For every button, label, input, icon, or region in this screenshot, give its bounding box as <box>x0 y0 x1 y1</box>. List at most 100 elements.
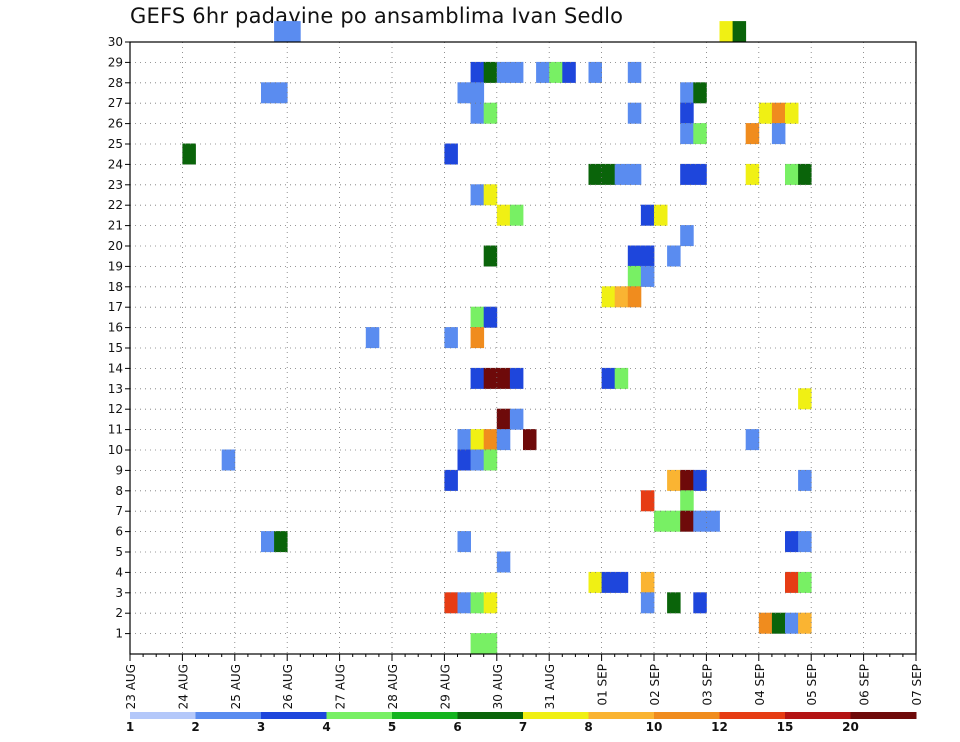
x-tick-label: 28 AUG <box>386 664 400 709</box>
precip-cell <box>470 429 485 451</box>
precip-cell <box>444 592 458 614</box>
x-tick-label: 27 AUG <box>334 664 348 709</box>
precip-cell <box>470 82 485 104</box>
y-tick-label: 20 <box>108 239 123 253</box>
precip-cell <box>745 123 760 145</box>
precip-cell <box>771 123 786 145</box>
precip-cell <box>614 367 629 389</box>
precip-cell <box>680 163 694 185</box>
plot-frame <box>129 41 917 655</box>
legend-swatch <box>850 712 917 719</box>
precip-cell <box>182 143 196 165</box>
precip-cell <box>745 429 760 451</box>
precip-cell <box>588 61 602 83</box>
legend-swatch <box>523 712 589 719</box>
precip-cell <box>601 286 616 308</box>
y-tick-label: 10 <box>108 443 123 457</box>
precip-cell <box>706 510 720 532</box>
x-tick-label: 29 AUG <box>438 664 452 709</box>
precip-cell <box>798 531 812 553</box>
precip-cell <box>798 612 812 634</box>
precip-cell <box>693 163 707 185</box>
cells-layer <box>182 21 812 655</box>
precip-cell <box>627 265 642 287</box>
precip-cell <box>693 592 707 614</box>
precip-cell <box>785 531 799 553</box>
legend-label: 1 <box>126 720 134 734</box>
precip-cell <box>483 429 498 451</box>
x-tick-label: 03 SEP <box>700 664 714 706</box>
legend-swatch <box>785 712 851 719</box>
precip-cell <box>261 531 275 553</box>
y-tick-label: 29 <box>108 55 123 69</box>
precip-cell <box>274 531 288 553</box>
y-tick-label: 9 <box>115 463 123 477</box>
precip-cell <box>758 612 773 634</box>
precip-cell <box>640 245 655 267</box>
legend-label: 15 <box>777 720 794 734</box>
precip-cell <box>798 571 812 593</box>
x-tick-label: 23 AUG <box>124 664 138 709</box>
legend-label: 5 <box>388 720 396 734</box>
precip-cell <box>680 469 694 491</box>
legend-swatch <box>719 712 786 719</box>
precip-cell <box>640 592 655 614</box>
precip-cell <box>798 388 812 410</box>
precip-cell <box>274 82 288 104</box>
precip-cell <box>680 510 694 532</box>
precip-cell <box>654 510 668 532</box>
precip-cell <box>483 449 498 471</box>
legend-swatch <box>457 712 524 719</box>
precip-cell <box>667 245 681 267</box>
precip-cell <box>588 571 602 593</box>
legend-swatch <box>654 712 720 719</box>
precip-cell <box>470 61 485 83</box>
precip-cell <box>732 21 747 43</box>
precip-cell <box>470 327 485 349</box>
precip-cell <box>470 184 485 206</box>
precip-cell <box>470 449 485 471</box>
y-tick-label: 2 <box>115 606 123 620</box>
y-tick-label: 11 <box>108 423 123 437</box>
precip-cell <box>601 367 616 389</box>
precip-cell <box>261 82 275 104</box>
legend-label: 6 <box>453 720 461 734</box>
precip-cell <box>771 102 786 124</box>
precip-cell <box>470 367 485 389</box>
x-tick-label: 02 SEP <box>648 664 662 706</box>
legend-swatch <box>326 712 393 719</box>
precip-cell <box>640 265 655 287</box>
precip-cell <box>654 204 668 226</box>
precip-cell <box>785 102 799 124</box>
x-tick-label: 07 SEP <box>910 664 924 706</box>
precip-cell <box>719 21 733 43</box>
precip-cell <box>483 592 498 614</box>
precip-cell <box>627 163 642 185</box>
precip-cell <box>680 102 694 124</box>
precip-cell <box>680 490 694 512</box>
y-tick-label: 1 <box>115 627 123 641</box>
precip-cell <box>680 225 694 247</box>
precip-cell <box>221 449 236 471</box>
precip-cell <box>680 123 694 145</box>
legend-label: 20 <box>842 720 859 734</box>
precip-cell <box>483 367 498 389</box>
color-legend: 1 2 3 4 5 6 7 8 10 12 15 20 <box>126 712 917 734</box>
precip-cell <box>667 510 681 532</box>
precip-cell <box>509 204 524 226</box>
precip-cell <box>496 408 511 430</box>
y-tick-label: 21 <box>108 219 123 233</box>
precip-cell <box>758 102 773 124</box>
precip-cell <box>483 184 498 206</box>
precip-cell <box>457 429 471 451</box>
y-tick-label: 3 <box>115 586 123 600</box>
y-tick-label: 16 <box>108 321 123 335</box>
precip-cell <box>496 429 511 451</box>
y-tick-label: 17 <box>108 300 123 314</box>
precip-cell <box>614 286 629 308</box>
precip-cell <box>667 469 681 491</box>
legend-label: 7 <box>519 720 527 734</box>
precip-cell <box>693 510 707 532</box>
y-tick-label: 24 <box>108 157 123 171</box>
y-tick-label: 28 <box>108 76 123 90</box>
